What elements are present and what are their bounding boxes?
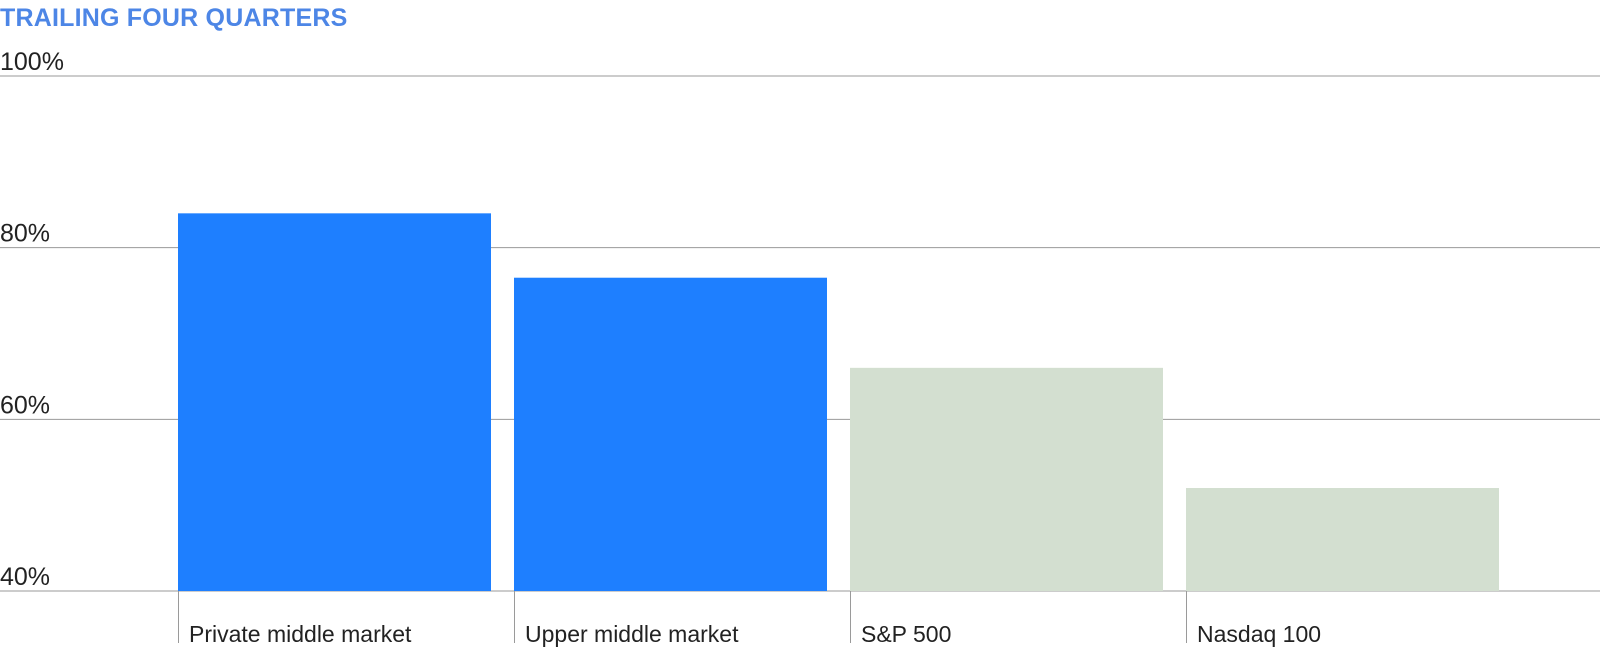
bar bbox=[514, 277, 827, 591]
label-layer: Private middle market Upper middle market… bbox=[178, 591, 1321, 647]
bar bbox=[178, 213, 491, 592]
y-tick-label: 80% bbox=[0, 220, 50, 248]
x-category-label: Nasdaq 100 bbox=[1197, 621, 1321, 647]
bar-layer bbox=[178, 213, 1499, 592]
x-category-label: Private middle market bbox=[189, 621, 412, 647]
x-category-label: S&P 500 bbox=[861, 621, 951, 647]
chart-title: TRAILING FOUR QUARTERS bbox=[0, 4, 348, 32]
y-tick-label: 40% bbox=[0, 563, 50, 591]
bar bbox=[1186, 488, 1499, 591]
y-tick-label: 60% bbox=[0, 391, 50, 419]
bar bbox=[850, 367, 1163, 591]
y-tick-label: 100% bbox=[0, 48, 64, 76]
x-category-label: Upper middle market bbox=[525, 621, 739, 647]
